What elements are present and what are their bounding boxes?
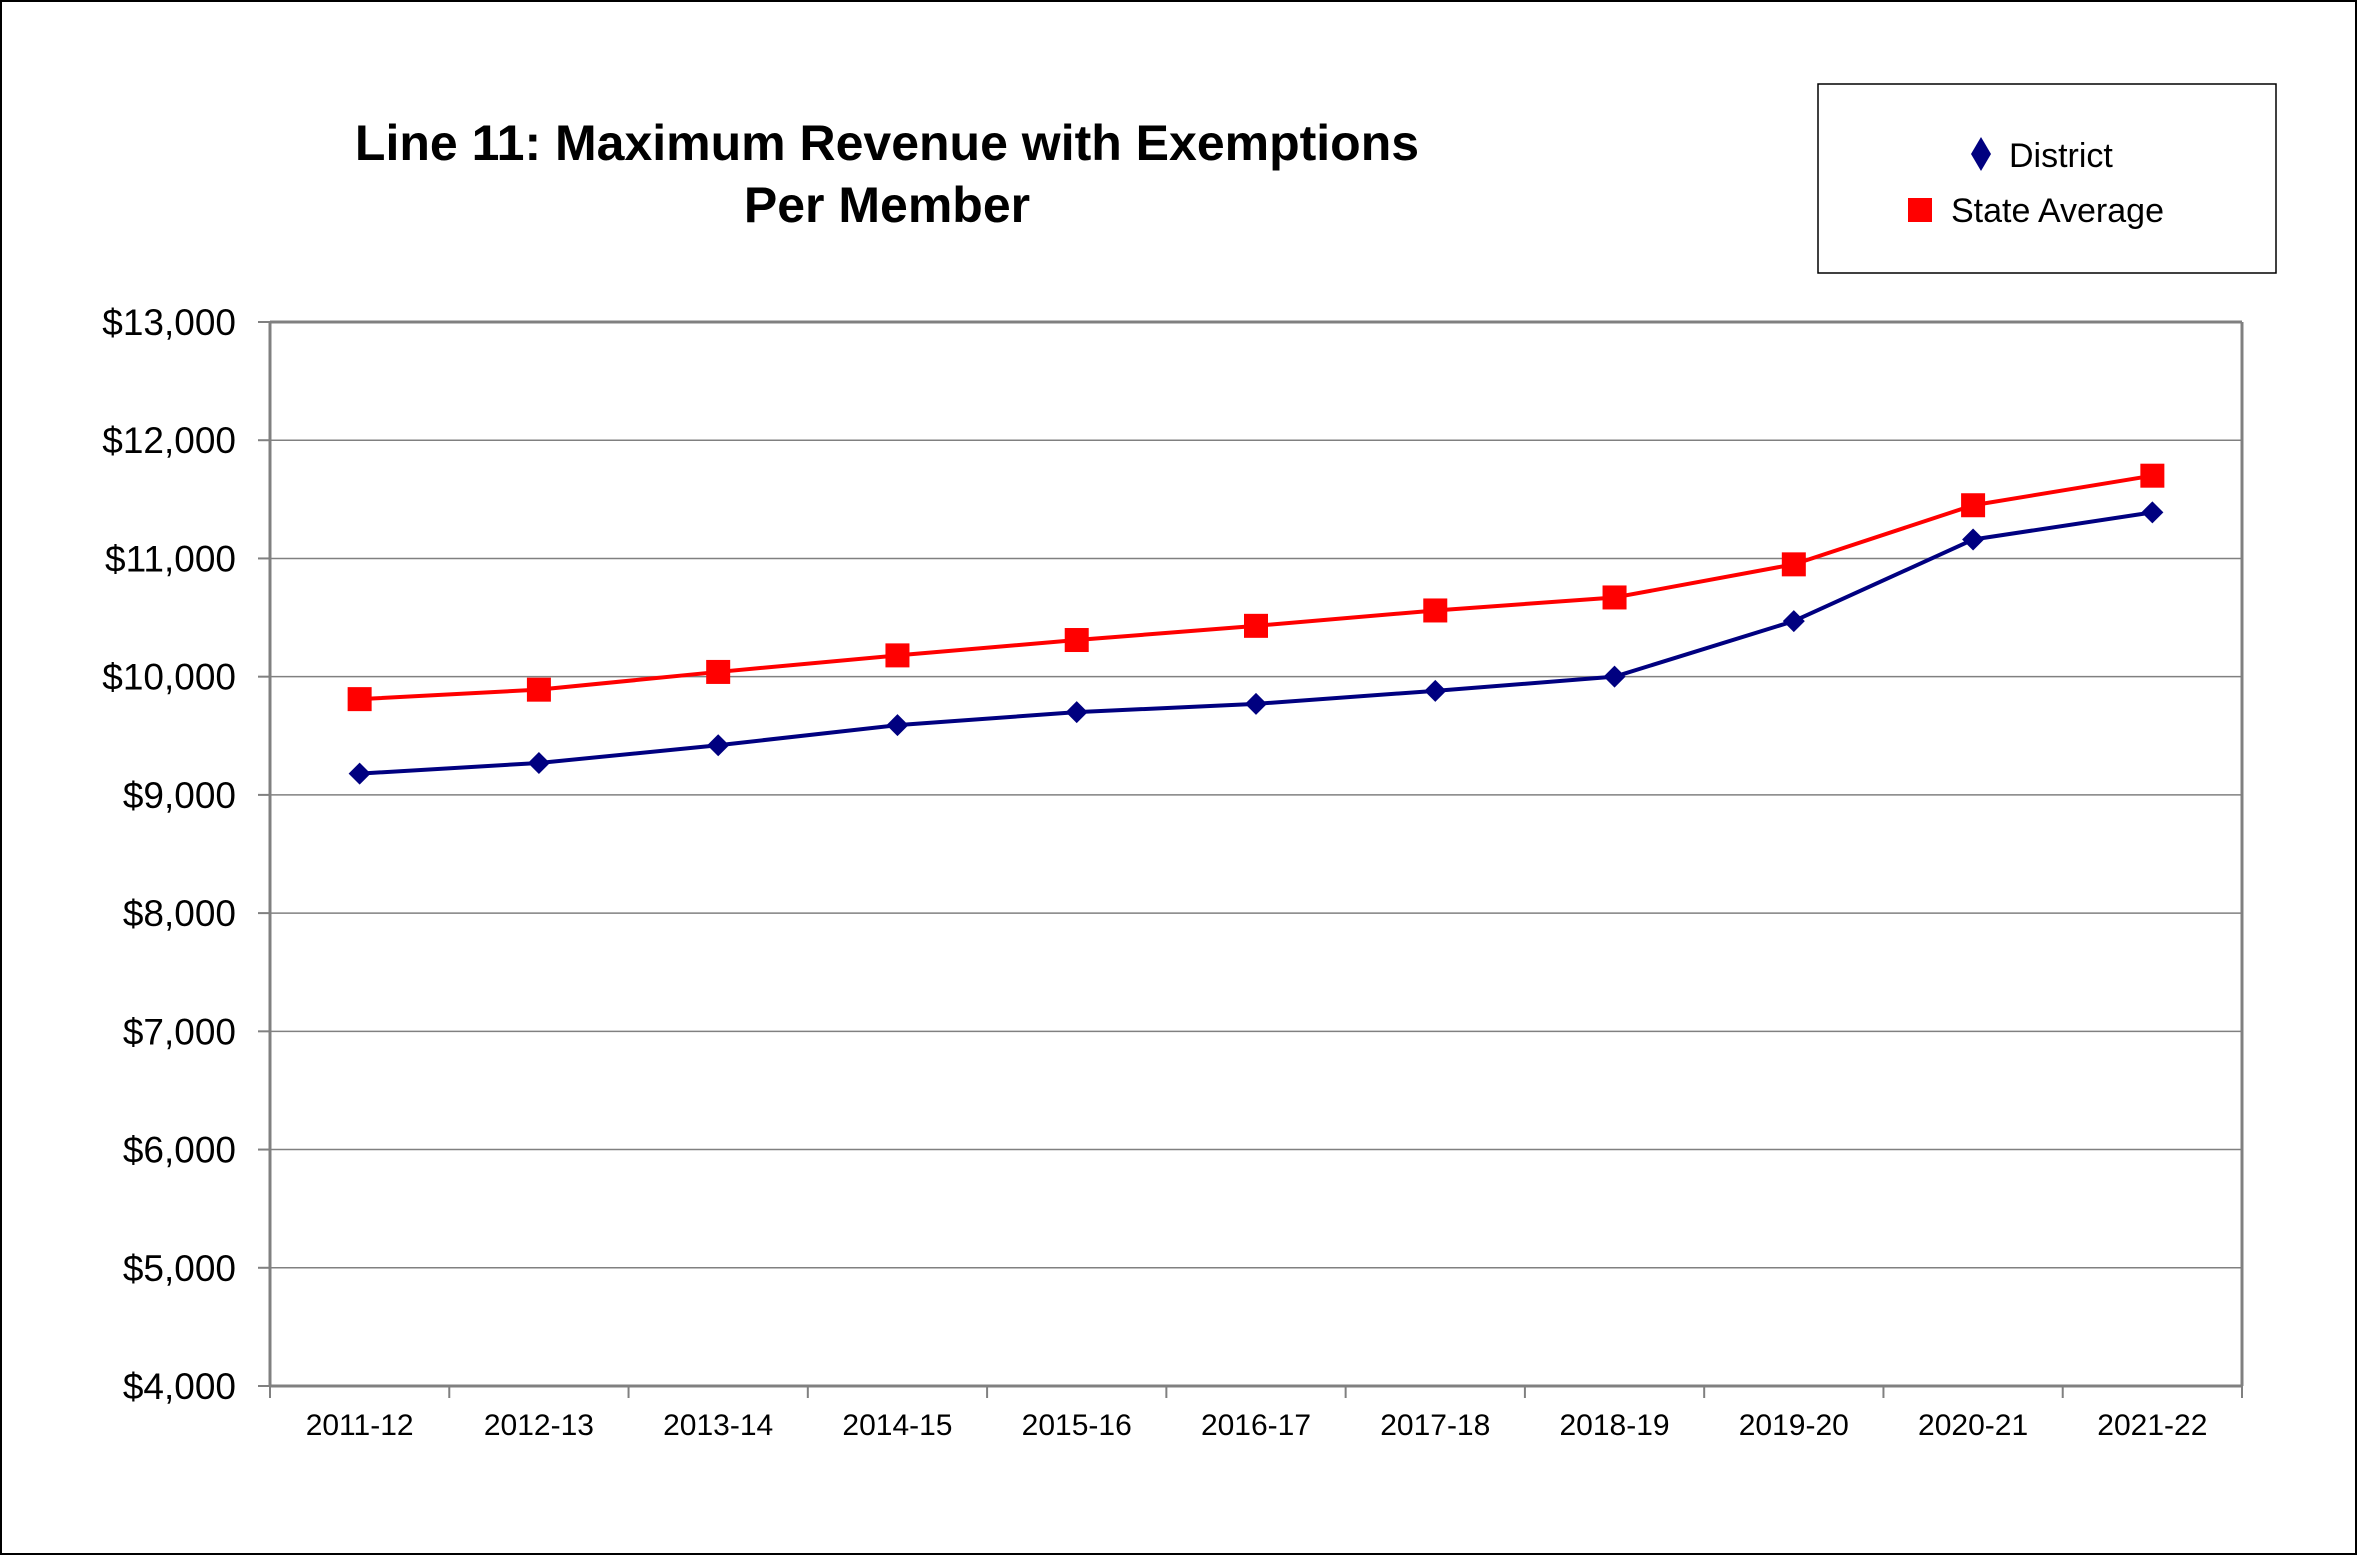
legend: District State Average bbox=[1817, 83, 2277, 274]
x-tick-label: 2021-22 bbox=[2097, 1409, 2207, 1442]
data-point-district bbox=[707, 734, 730, 757]
data-point-district bbox=[348, 762, 371, 785]
x-tick-label: 2020-21 bbox=[1918, 1409, 2028, 1442]
y-tick-label: $9,000 bbox=[123, 775, 236, 816]
data-point-district bbox=[1245, 692, 1267, 715]
data-point-state-average bbox=[1064, 628, 1089, 653]
data-point-state-average bbox=[1423, 598, 1448, 623]
data-point-state-average bbox=[1602, 585, 1627, 610]
x-tick-label: 2015-16 bbox=[1022, 1409, 1132, 1442]
y-tick-label: $11,000 bbox=[105, 538, 236, 579]
y-tick-label: $4,000 bbox=[123, 1366, 236, 1407]
y-tick-label: $8,000 bbox=[123, 893, 236, 934]
x-tick-label: 2014-15 bbox=[842, 1409, 952, 1442]
legend-label-district: District bbox=[2009, 137, 2113, 175]
series-markers bbox=[347, 463, 2165, 785]
y-tick-label: $6,000 bbox=[123, 1130, 236, 1171]
series-line-district bbox=[359, 510, 2153, 776]
y-tick-label: $12,000 bbox=[102, 420, 236, 461]
data-point-district bbox=[1603, 665, 1626, 688]
gridlines bbox=[270, 439, 2242, 1269]
data-point-state-average bbox=[1961, 493, 1986, 518]
axes bbox=[258, 320, 2244, 1398]
y-tick-label: $13,000 bbox=[102, 302, 236, 343]
data-point-state-average bbox=[706, 659, 731, 684]
chart-title-line-2: Per Member bbox=[744, 177, 1030, 233]
y-axis-tick-labels: $4,000 $5,000 $6,000 $7,000 $8,000 $9,000 $10,… bbox=[102, 302, 236, 1407]
data-point-state-average bbox=[526, 677, 551, 702]
x-tick-label: 2019-20 bbox=[1739, 1409, 1849, 1442]
x-tick-label: 2012-13 bbox=[484, 1409, 594, 1442]
data-point-district bbox=[1962, 528, 1985, 551]
data-point-state-average bbox=[2140, 463, 2165, 488]
chart-title: Line 11: Maximum Revenue with Exemptions… bbox=[355, 115, 1419, 233]
data-point-district bbox=[886, 714, 909, 737]
chart-title-line-1: Line 11: Maximum Revenue with Exemptions bbox=[355, 115, 1419, 171]
legend-marker-state-average bbox=[1908, 198, 1932, 222]
x-tick-label: 2018-19 bbox=[1559, 1409, 1669, 1442]
data-point-district bbox=[1424, 679, 1447, 702]
x-tick-label: 2016-17 bbox=[1201, 1409, 1311, 1442]
legend-label-state-average: State Average bbox=[1951, 192, 2164, 230]
data-point-state-average bbox=[1781, 552, 1806, 577]
series-line-state-average bbox=[359, 473, 2153, 702]
data-point-district bbox=[2141, 501, 2164, 524]
x-tick-label: 2011-12 bbox=[306, 1409, 414, 1442]
x-tick-label: 2013-14 bbox=[663, 1409, 773, 1442]
legend-marker-district bbox=[1971, 137, 1991, 171]
y-tick-label: $10,000 bbox=[102, 657, 236, 698]
data-point-state-average bbox=[347, 687, 372, 712]
data-point-district bbox=[527, 751, 550, 774]
y-tick-label: $7,000 bbox=[123, 1011, 236, 1052]
x-axis-tick-labels: 2011-12 2012-13 2013-14 2014-15 2015-16 2016-… bbox=[306, 1409, 2208, 1442]
data-point-district bbox=[1782, 610, 1805, 633]
data-point-state-average bbox=[885, 643, 910, 668]
legend-box bbox=[1817, 83, 2277, 274]
y-tick-label: $5,000 bbox=[123, 1248, 236, 1289]
data-point-district bbox=[1065, 701, 1088, 724]
data-point-state-average bbox=[1244, 613, 1268, 638]
x-tick-label: 2017-18 bbox=[1380, 1409, 1490, 1442]
